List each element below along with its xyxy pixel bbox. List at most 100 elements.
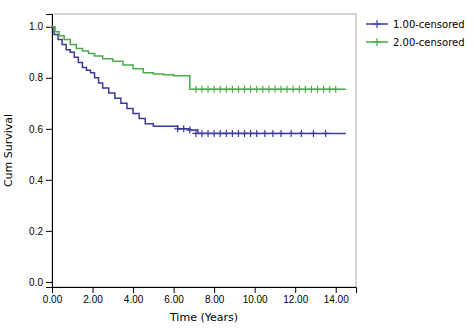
censor-mark	[192, 86, 199, 93]
x-tick: 2.00	[83, 287, 103, 305]
legend-label: 1.00-censored	[393, 19, 465, 30]
censor-mark	[278, 86, 285, 93]
censor-mark	[284, 86, 291, 93]
y-tick-mark	[46, 180, 52, 181]
y-tick-mark	[46, 78, 52, 79]
y-axis: 0.0 0.2 0.4 0.6 0.8 1.0	[29, 15, 52, 288]
censor-mark	[290, 86, 297, 93]
censor-mark	[296, 86, 303, 93]
censor-mark	[326, 86, 333, 93]
x-tick-label: 10.00	[243, 294, 268, 305]
censor-mark	[217, 86, 224, 93]
censor-marks	[174, 125, 329, 137]
censor-mark	[186, 127, 193, 134]
y-tick-label: 0.0	[29, 277, 43, 288]
censor-mark	[259, 86, 266, 93]
x-tick: 0.00	[43, 287, 63, 305]
censor-mark	[198, 130, 205, 137]
x-axis-line	[53, 288, 357, 294]
y-tick-mark	[46, 231, 52, 232]
censor-mark	[174, 125, 181, 132]
censor-mark	[223, 130, 230, 137]
x-tick: 12.00	[283, 287, 308, 305]
y-tick: 0.2	[29, 226, 52, 237]
y-tick-mark	[46, 282, 52, 283]
x-tick-label: 12.00	[283, 294, 308, 305]
y-tick: 1.0	[29, 21, 52, 32]
censor-mark	[332, 86, 339, 93]
censor-mark	[235, 86, 242, 93]
censor-mark	[269, 130, 276, 137]
y-tick-label: 0.2	[29, 226, 43, 237]
survival-curve	[52, 27, 346, 134]
censor-mark	[271, 86, 278, 93]
x-tick-mark	[133, 287, 134, 293]
x-axis-title: Time (Years)	[169, 311, 238, 324]
censor-mark	[314, 86, 321, 93]
x-axis: 0.00 2.00 4.00 6.00 8.00 10.00 12.00 14.00	[43, 287, 357, 305]
censor-mark	[298, 130, 305, 137]
censor-mark	[253, 130, 260, 137]
chart-container: 0.002.004.006.008.0010.0012.0014.000.00.…	[0, 0, 474, 329]
censor-mark	[308, 86, 315, 93]
y-tick: 0.6	[29, 124, 52, 135]
censor-mark	[205, 130, 212, 137]
plot: 0.002.004.006.008.0010.0012.0014.000.00.…	[2, 14, 357, 324]
censor-mark	[235, 130, 242, 137]
censor-mark	[241, 130, 248, 137]
censor-mark	[217, 130, 224, 137]
legend-item: 1.00-censored	[366, 19, 465, 30]
legend-item: 2.00-censored	[366, 37, 465, 48]
data-layer	[52, 27, 346, 137]
censor-mark	[192, 130, 199, 137]
censor-mark	[229, 130, 236, 137]
x-tick-label: 14.00	[324, 294, 349, 305]
censor-mark	[278, 130, 285, 137]
y-tick: 0.0	[29, 277, 52, 288]
x-tick-mark	[93, 287, 94, 293]
y-tick: 0.8	[29, 72, 52, 83]
censor-mark	[211, 86, 218, 93]
censor-mark	[229, 86, 236, 93]
censor-mark	[261, 130, 268, 137]
censor-mark	[320, 86, 327, 93]
censor-mark	[205, 86, 212, 93]
censor-mark	[288, 130, 295, 137]
y-tick-label: 0.4	[29, 175, 43, 186]
x-tick-label: 2.00	[83, 294, 103, 305]
x-tick: 10.00	[243, 287, 268, 305]
x-tick-mark	[174, 287, 175, 293]
chart-svg: 0.002.004.006.008.0010.0012.0014.000.00.…	[0, 0, 474, 329]
x-tick-label: 8.00	[205, 294, 225, 305]
x-tick: 4.00	[124, 287, 144, 305]
legend-label: 2.00-censored	[393, 37, 465, 48]
x-tick-mark	[295, 287, 296, 293]
legend: 1.00-censored 2.00-censored	[366, 19, 465, 48]
y-tick-mark	[46, 129, 52, 130]
x-tick-mark	[214, 287, 215, 293]
censor-mark	[310, 130, 317, 137]
y-tick-mark	[46, 27, 52, 28]
censor-marks	[192, 86, 339, 93]
censor-mark	[302, 86, 309, 93]
legend-marker	[373, 38, 381, 46]
censor-mark	[247, 130, 254, 137]
x-tick: 8.00	[205, 287, 225, 305]
y-tick-label: 1.0	[29, 21, 43, 32]
plot-frame	[52, 14, 356, 287]
censor-mark	[198, 86, 205, 93]
x-tick: 14.00	[324, 287, 349, 305]
x-tick-mark	[336, 287, 337, 293]
y-axis-title: Cum Survival	[2, 114, 15, 187]
censor-mark	[253, 86, 260, 93]
x-tick: 6.00	[164, 287, 184, 305]
x-tick-label: 0.00	[43, 294, 63, 305]
y-tick-label: 0.8	[29, 72, 43, 83]
censor-mark	[265, 86, 272, 93]
y-tick-label: 0.6	[29, 124, 43, 135]
survival-curve	[52, 27, 346, 90]
censor-mark	[241, 86, 248, 93]
censor-mark	[180, 125, 187, 132]
legend-marker	[373, 20, 381, 28]
y-tick: 0.4	[29, 175, 52, 186]
